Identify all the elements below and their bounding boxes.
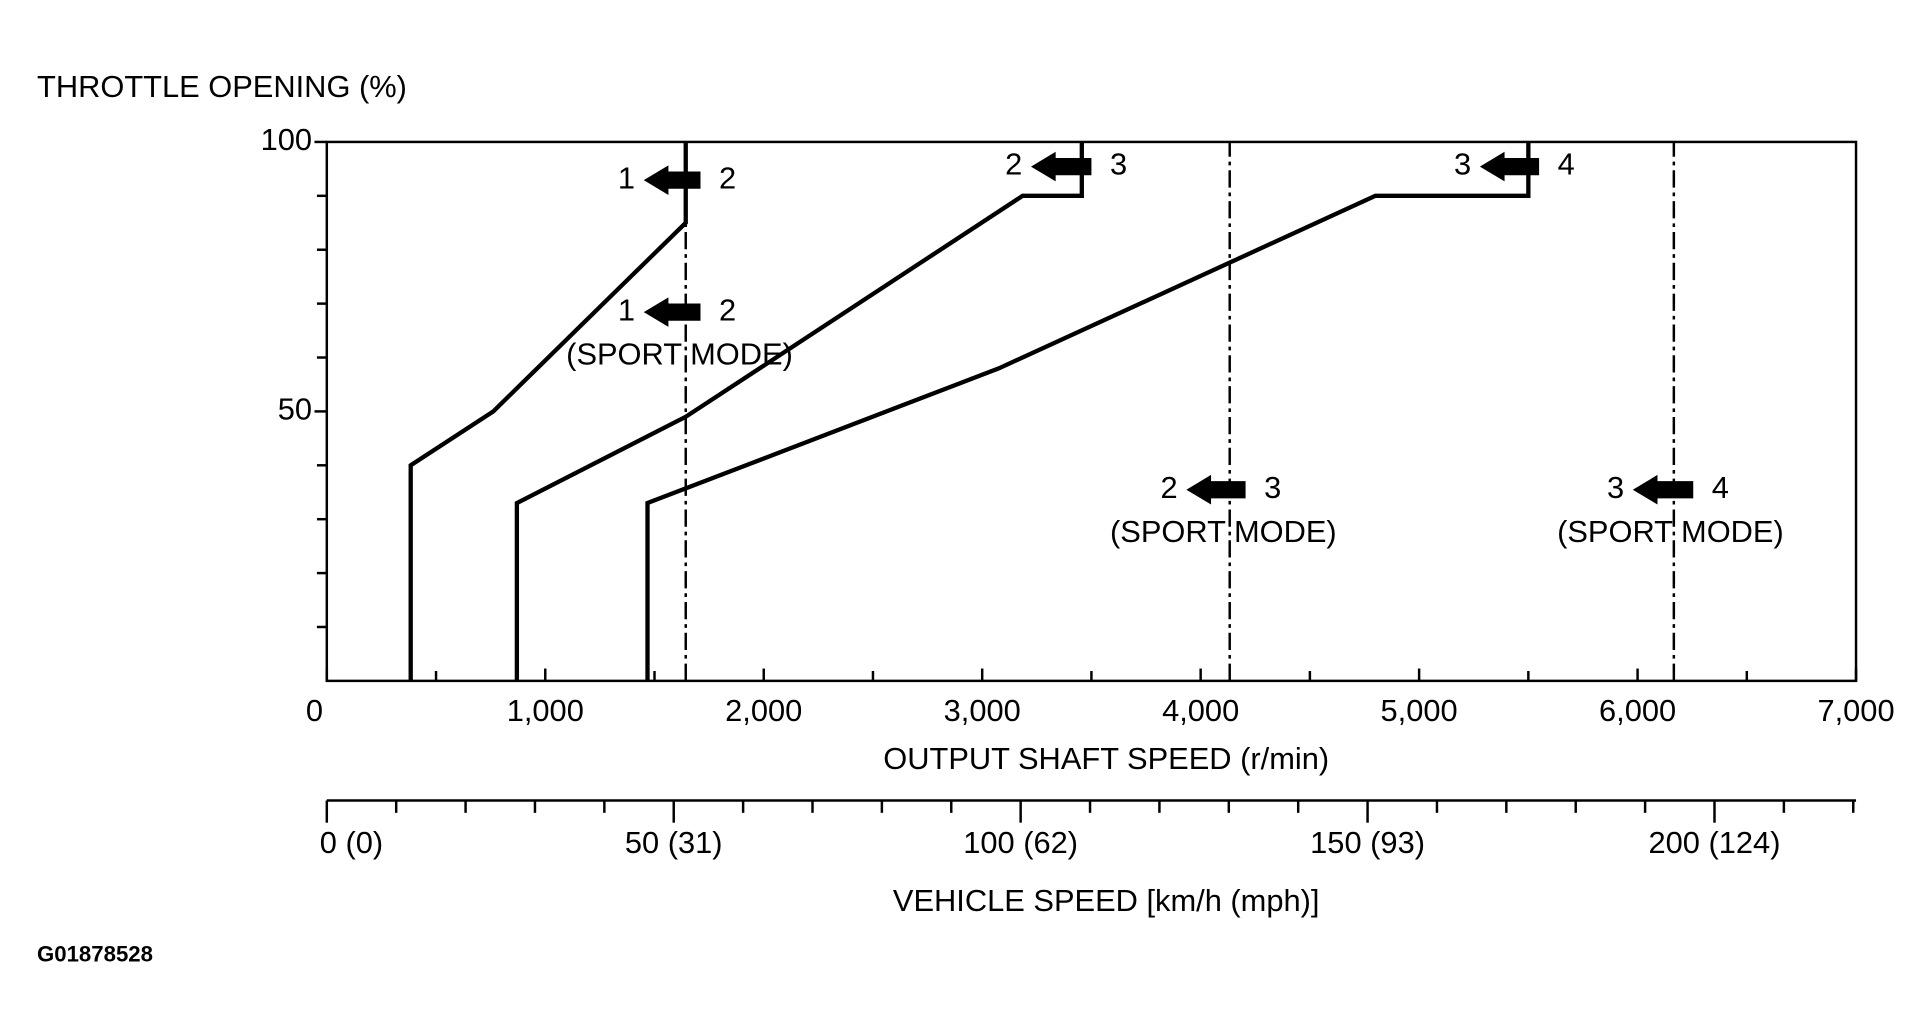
y-tick-label: 50 [278, 392, 312, 427]
shift-from: 2 [1005, 147, 1022, 182]
x-tick-label: 6,000 [1599, 693, 1676, 728]
x-tick-label: 0 [306, 693, 323, 728]
shift-from: 1 [618, 160, 635, 195]
shift-line [408, 141, 688, 681]
shift-note: (SPORT MODE) [1110, 514, 1337, 549]
y-tick-label: 100 [261, 122, 312, 157]
x2-tick-label: 50 (31) [625, 825, 723, 860]
shift-from: 2 [1161, 470, 1178, 505]
shift-arrow [643, 165, 701, 195]
x2-tick-label: 150 (93) [1310, 825, 1425, 860]
shift-arrow [1632, 474, 1694, 505]
y-axis-title: THROTTLE OPENING (%) [37, 69, 407, 104]
x-tick-label: 4,000 [1162, 693, 1239, 728]
shift-line [514, 141, 1084, 681]
x-tick-label: 2,000 [725, 693, 802, 728]
x-axis-title: OUTPUT SHAFT SPEED (r/min) [883, 741, 1329, 776]
shift-to: 3 [1110, 147, 1127, 182]
x2-tick-label: 100 (62) [963, 825, 1078, 860]
shift-to: 3 [1264, 470, 1281, 505]
shift-from: 3 [1454, 147, 1471, 182]
shift-to: 4 [1712, 470, 1729, 505]
shift-note: (SPORT MODE) [1557, 514, 1784, 549]
x2-tick-label: 200 (124) [1649, 825, 1781, 860]
figure-id: G01878528 [37, 942, 153, 967]
shift-to: 4 [1558, 147, 1575, 182]
x-tick-label: 3,000 [944, 693, 1021, 728]
x-tick-label: 1,000 [507, 693, 584, 728]
shift-to: 2 [719, 292, 736, 327]
shift-arrow [1479, 151, 1540, 182]
shift-note: (SPORT MODE) [566, 337, 793, 372]
shift-arrow [1030, 151, 1092, 182]
x-tick-label: 5,000 [1381, 693, 1458, 728]
shift-arrow [1186, 474, 1246, 505]
x-tick-label: 7,000 [1817, 693, 1894, 728]
shift-to: 2 [719, 160, 736, 195]
shift-arrow [643, 297, 701, 327]
shift-from: 3 [1607, 470, 1624, 505]
x2-tick-label: 0 (0) [320, 825, 383, 860]
x2-axis-title: VEHICLE SPEED [km/h (mph)] [893, 883, 1320, 918]
plot-frame [325, 140, 1858, 683]
shift-line [645, 141, 1531, 681]
shift-from: 1 [618, 292, 635, 327]
